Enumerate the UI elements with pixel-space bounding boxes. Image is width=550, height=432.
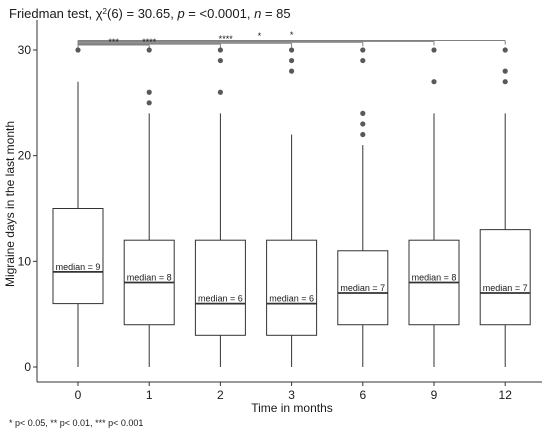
title-p-value: = <0.0001, [185,6,254,21]
significance-stars: * [258,31,262,41]
x-tick-label: 0 [75,388,82,402]
outlier-point [75,47,81,53]
outlier-point [289,57,295,64]
outlier-point [360,47,366,53]
y-tick-label: 30 [18,43,32,57]
title-n-label: n [254,6,261,21]
median-label: median = 6 [269,294,314,304]
median-label: median = 8 [127,272,172,282]
significance-stars: * [290,30,294,40]
median-label: median = 8 [412,272,457,282]
title-prefix: Friedman test, [9,6,96,21]
x-tick-label: 2 [217,388,224,402]
median-label: median = 7 [483,283,528,293]
x-tick-label: 12 [499,388,513,402]
y-tick-label: 20 [18,149,32,163]
title-chi-sup: 2 [103,7,108,16]
y-tick-label: 10 [18,254,32,268]
box-iqr [479,229,531,326]
footnote: * p< 0.05, ** p< 0.01, *** p< 0.001 [9,418,143,428]
outlier-point [360,131,366,138]
box-iqr [337,250,389,326]
title-chi: χ [96,6,103,21]
outlier-point [502,68,508,74]
x-tick-label: 9 [431,388,438,402]
box-iqr [266,239,318,336]
significance-stars: * [219,34,223,44]
x-tick-label: 6 [359,388,366,402]
outlier-point [146,100,152,106]
outlier-point [146,89,152,95]
outlier-point [502,47,508,53]
median-label: median = 6 [198,294,243,304]
significance-stars: *** [222,34,233,44]
outlier-point [217,47,223,53]
significance-stars: *** [108,37,119,47]
box-iqr [52,208,104,305]
outlier-point [146,47,152,53]
y-axis-label: Migraine days in the last month [3,121,17,287]
chart-title: Friedman test, χ2(6) = 30.65, p = <0.000… [9,6,291,21]
title-stat: (6) = 30.65, [107,6,177,21]
outlier-point [431,79,437,85]
outlier-point [289,47,295,53]
x-tick-label: 3 [288,388,295,402]
outlier-point [431,47,437,53]
box-iqr [194,239,246,336]
title-n-value: = 85 [261,6,290,21]
x-tick-label: 1 [146,388,153,402]
outlier-point [289,68,295,74]
outlier-point [217,89,223,95]
outlier-point [502,79,508,85]
y-tick-label: 0 [24,360,31,374]
title-p-label: p [176,6,184,21]
median-label: median = 7 [340,283,385,293]
significance-stars: **** [142,37,157,47]
median-label: median = 9 [56,262,101,272]
outlier-point [360,121,366,127]
outlier-point [360,110,366,116]
x-axis-label: Time in months [251,401,333,415]
outlier-point [360,57,366,64]
outlier-point [217,57,223,64]
